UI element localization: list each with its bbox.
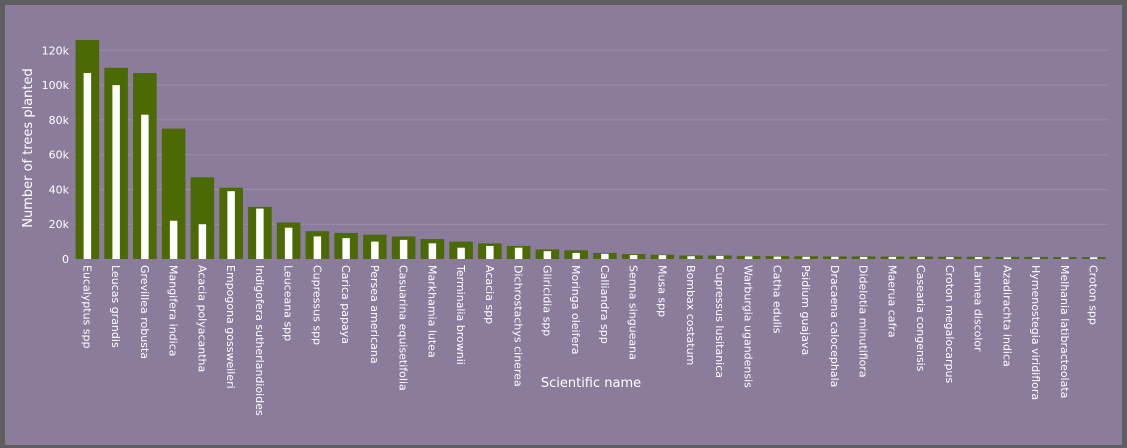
x-tick-label: Musa spp <box>655 265 668 317</box>
x-tick-label: Acacia polyacantha <box>195 265 208 372</box>
bar-inner[interactable] <box>83 72 92 259</box>
x-tick-label: Cupressus lusitanica <box>713 265 726 378</box>
bar-inner[interactable] <box>141 114 149 259</box>
x-tick-label: Maerua cafra <box>885 265 898 338</box>
x-tick-label: Dichrostachys cinerea <box>512 265 525 387</box>
bar-inner[interactable] <box>572 252 580 259</box>
y-tick-label: 80k <box>49 114 70 127</box>
x-tick-label: Azadirachta indica <box>1000 265 1013 367</box>
x-tick-label: Mangifera indica <box>167 265 180 357</box>
bar-inner[interactable] <box>457 247 465 259</box>
bar-inner[interactable] <box>888 256 897 259</box>
bar-inner[interactable] <box>658 255 667 259</box>
x-tick-label: Persea americana <box>368 265 381 364</box>
x-tick-label: Grevillea robusta <box>138 265 151 359</box>
y-tick-label: 100k <box>42 79 70 92</box>
bar-inner[interactable] <box>1032 257 1040 259</box>
bar-inner[interactable] <box>917 256 925 259</box>
bar-inner[interactable] <box>802 256 810 259</box>
bar-inner[interactable] <box>629 255 638 259</box>
x-tick-label: Terminalia brownii <box>454 264 467 365</box>
y-axis-title: Number of trees planted <box>21 68 36 228</box>
bar-inner[interactable] <box>1061 257 1069 259</box>
chart-frame: 0 20k 40k 60k 80k 100k 120k Eucalyptus spp Leuc… <box>5 5 1122 445</box>
x-tick-label: Melhania latibracteolata <box>1058 265 1071 398</box>
x-tick-label: Markhamia lutea <box>425 265 438 358</box>
bars <box>75 39 1106 260</box>
bar-inner[interactable] <box>371 241 379 259</box>
x-tick-label: Psidium guajava <box>799 265 812 355</box>
bar-inner[interactable] <box>112 85 120 260</box>
x-axis-ticks: Eucalyptus spp Leucas grandis Grevillea ro… <box>80 264 1099 416</box>
x-tick-label: Casuarina equisetifolia <box>397 265 410 391</box>
bar-inner[interactable] <box>428 243 437 259</box>
y-tick-label: 20k <box>49 218 70 231</box>
x-tick-label: Carica papaya <box>339 265 352 344</box>
bar-inner[interactable] <box>1003 257 1012 259</box>
bar-inner[interactable] <box>716 255 724 259</box>
x-tick-label: Croton megalocarpus <box>943 265 956 383</box>
x-tick-label: Moringa oleifera <box>569 265 582 355</box>
bar-inner[interactable] <box>831 256 839 259</box>
bar-inner[interactable] <box>1089 257 1098 259</box>
bar-inner[interactable] <box>514 247 523 259</box>
y-tick-label: 0 <box>62 253 69 266</box>
bar-inner[interactable] <box>342 238 350 259</box>
bar-chart: 0 20k 40k 60k 80k 100k 120k Eucalyptus spp Leuc… <box>21 39 1108 416</box>
x-tick-label: Calliandra spp <box>598 265 611 344</box>
bar-inner[interactable] <box>169 220 178 259</box>
bar-inner[interactable] <box>773 256 782 259</box>
x-tick-label: Warburgia ugandensis <box>742 265 755 388</box>
gridlines <box>73 49 1108 225</box>
bar-inner[interactable] <box>486 245 494 259</box>
bar-outer[interactable] <box>190 177 215 259</box>
x-tick-label: Eucalyptus spp <box>80 265 93 348</box>
bar-inner[interactable] <box>284 227 293 259</box>
x-tick-label: Lannea discolor <box>972 265 985 352</box>
x-tick-label: Senna singueana <box>627 265 640 360</box>
bar-inner[interactable] <box>601 253 609 259</box>
x-tick-label: Acacia spp <box>483 265 496 324</box>
x-tick-label: Cupressus spp <box>310 265 323 345</box>
x-tick-label: Bombax costatum <box>684 265 697 365</box>
bar-inner[interactable] <box>859 256 868 259</box>
bar-inner[interactable] <box>227 191 235 259</box>
x-tick-label: Dracaena calocephala <box>828 265 841 387</box>
x-tick-label: Didelotia minutiflora <box>857 265 870 378</box>
y-tick-label: 120k <box>42 44 70 57</box>
bar-outer[interactable] <box>161 128 186 259</box>
x-tick-label: Casearia congensis <box>914 265 927 372</box>
x-tick-label: Croton spp <box>1087 265 1100 325</box>
bar-inner[interactable] <box>399 239 408 259</box>
bar-inner[interactable] <box>946 257 954 259</box>
x-axis-title: Scientific name <box>541 376 641 391</box>
x-tick-label: Gliricidia spp <box>540 265 553 336</box>
x-tick-label: Empogona gossweileri <box>224 265 237 389</box>
bar-inner[interactable] <box>974 257 983 259</box>
x-tick-label: Leucas grandis <box>109 265 122 348</box>
bar-inner[interactable] <box>256 208 264 259</box>
y-tick-label: 60k <box>49 149 70 162</box>
y-axis-ticks: 0 20k 40k 60k 80k 100k 120k <box>42 44 70 266</box>
bar-inner[interactable] <box>744 256 753 259</box>
x-tick-label: Hymenostegia viridiflora <box>1029 265 1042 400</box>
x-tick-label: Catha edulis <box>770 265 783 334</box>
x-tick-label: Leuceana spp <box>282 265 295 341</box>
y-tick-label: 40k <box>49 183 70 196</box>
bar-inner[interactable] <box>543 251 552 259</box>
bar-inner[interactable] <box>313 236 322 259</box>
bar-inner[interactable] <box>687 256 695 259</box>
x-tick-label: Indigofera sutherlandioides <box>253 265 266 416</box>
bar-inner[interactable] <box>198 224 207 259</box>
